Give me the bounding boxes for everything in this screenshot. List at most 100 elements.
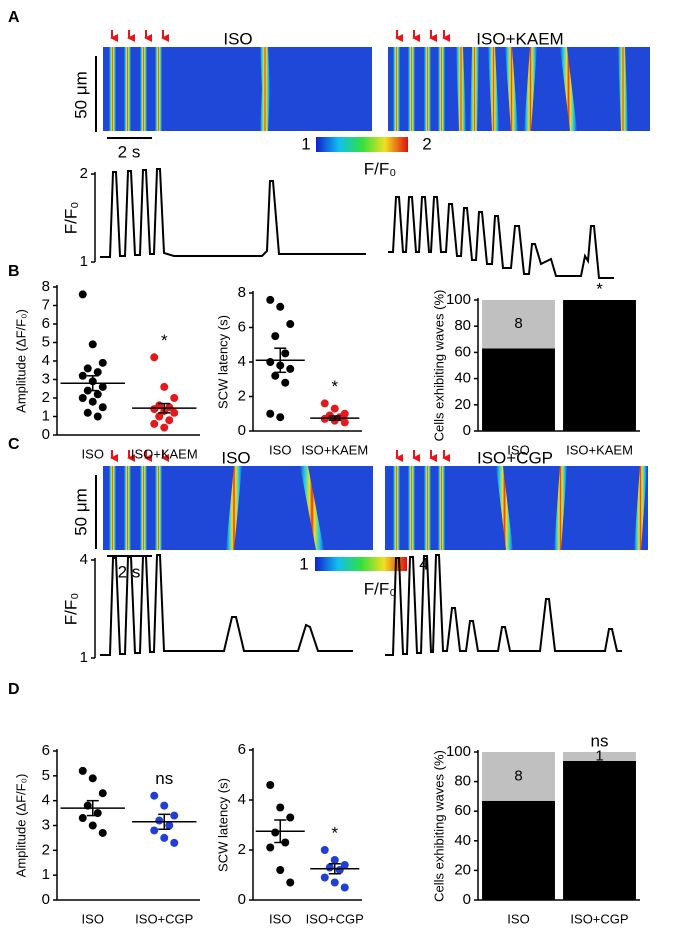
data-point	[276, 803, 285, 812]
data-point	[150, 791, 159, 800]
x-tick-label: ISO+KAEM	[301, 442, 368, 457]
y-tick-label: 40	[454, 370, 471, 387]
data-point	[266, 409, 275, 418]
panel-label: C	[8, 436, 20, 453]
data-point	[340, 883, 349, 892]
data-point	[160, 801, 169, 810]
data-point	[170, 408, 179, 417]
linescan-image	[385, 466, 648, 550]
data-point	[78, 290, 87, 299]
data-point	[330, 856, 339, 864]
panel-label: D	[8, 681, 20, 698]
significance: *	[331, 377, 338, 396]
data-point	[78, 371, 87, 380]
stimulus-arrows	[110, 450, 450, 462]
y-tick-label: 5	[42, 333, 50, 350]
significance: *	[596, 279, 603, 298]
data-point	[150, 826, 159, 835]
image-title: ISO	[221, 448, 250, 467]
trace	[100, 554, 622, 656]
x-tick-label: ISO	[507, 442, 529, 457]
y-axis-label: Cells exhibiting waves (%)	[431, 290, 446, 442]
y-tick-label: 40	[454, 832, 471, 849]
data-point	[340, 418, 349, 427]
bar-segment	[482, 800, 555, 900]
data-point	[266, 358, 275, 366]
y-tick-label: 20	[454, 861, 471, 878]
scale-label: 50 μm	[71, 488, 90, 536]
y-tick-label: 0	[42, 426, 50, 443]
y-tick-label: 1	[42, 866, 50, 883]
y-tick-label: 0	[463, 891, 471, 908]
data-point	[330, 404, 339, 413]
y-tick-label: 100	[446, 743, 471, 760]
data-point	[93, 390, 102, 399]
x-tick-label: ISO+KAEM	[131, 446, 198, 461]
count-label: 16	[510, 869, 527, 886]
x-tick-label: ISO+CGP	[306, 911, 364, 926]
y-tick-label: 0	[238, 891, 246, 908]
data-point	[88, 821, 97, 830]
data-point	[98, 828, 107, 837]
count-label: 8	[514, 315, 522, 332]
y-tick-label: 1	[80, 649, 88, 666]
image-title: ISO	[223, 29, 252, 48]
scale-label: 50 μm	[71, 71, 90, 119]
y-tick-label: 0	[42, 891, 50, 908]
linescan-image	[388, 47, 650, 131]
data-point	[155, 816, 164, 825]
y-tick-label: 4	[80, 551, 88, 568]
bar-segment	[563, 760, 636, 900]
data-point	[88, 340, 97, 349]
y-tick-label: 6	[42, 315, 50, 332]
colorbar-label: F/F₀	[364, 579, 397, 598]
data-point	[330, 878, 339, 887]
image-title: ISO+KAEM	[476, 29, 563, 48]
data-point	[150, 353, 159, 362]
data-point	[83, 408, 92, 417]
data-point	[165, 416, 174, 425]
bar-segment	[482, 752, 555, 801]
x-tick-label: ISO	[269, 442, 291, 457]
colorbar	[315, 557, 407, 571]
x-tick-label: ISO	[269, 911, 291, 926]
data-point	[281, 378, 290, 387]
data-point	[150, 405, 159, 414]
x-tick-label: ISO+CGP	[570, 911, 628, 926]
y-tick-label: 2	[80, 165, 88, 182]
y-tick-label: 6	[42, 742, 50, 759]
data-point	[276, 866, 285, 874]
colorbar	[316, 137, 408, 152]
y-tick-label: 4	[42, 792, 50, 809]
y-tick-label: 100	[446, 291, 471, 308]
y-tick-label: 2	[238, 387, 246, 404]
y-tick-label: 5	[42, 767, 50, 784]
stimulus-arrows	[110, 30, 450, 42]
panel-label: A	[8, 9, 20, 26]
y-tick-label: 20	[454, 396, 471, 413]
y-tick-label: 4	[238, 353, 246, 370]
data-point	[78, 394, 87, 402]
y-tick-label: 0	[238, 422, 246, 439]
y-tick-label: 6	[238, 741, 246, 758]
data-point	[78, 766, 87, 775]
y-axis-label: F/F₀	[61, 202, 80, 235]
y-tick-label: 2	[238, 841, 246, 858]
x-tick-label: ISO+KAEM	[566, 442, 633, 457]
data-point	[93, 412, 102, 421]
y-axis-label: Amplitude (ΔF/F₀)	[13, 309, 28, 413]
data-point	[286, 320, 295, 329]
count-label: 16	[591, 869, 608, 886]
y-tick-label: 8	[238, 284, 246, 301]
y-axis-label: Cells exhibiting waves (%)	[431, 750, 446, 902]
linescan-image	[103, 466, 373, 550]
data-point	[170, 394, 179, 402]
data-point	[98, 358, 107, 367]
data-point	[170, 811, 179, 820]
data-point	[88, 397, 97, 406]
significance: *	[331, 823, 338, 842]
data-point	[160, 382, 169, 391]
y-axis-label: F/F₀	[61, 593, 80, 626]
data-point	[320, 846, 329, 854]
